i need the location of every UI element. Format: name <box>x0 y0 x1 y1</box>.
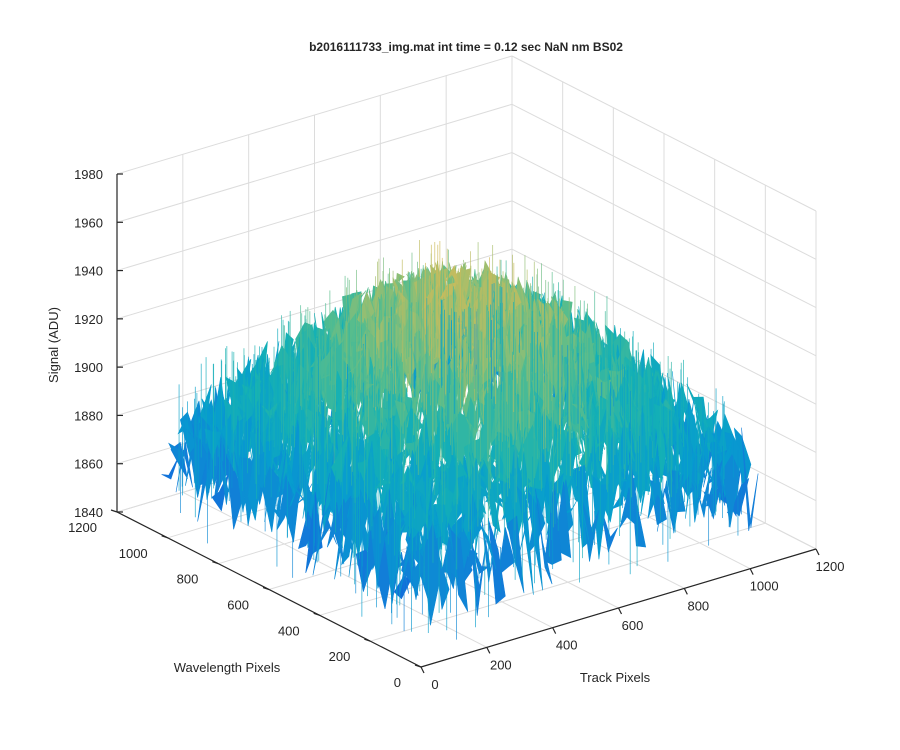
x-axis-label: Track Pixels <box>580 670 651 685</box>
y-tick-label: 200 <box>329 649 351 664</box>
x-tick-label: 400 <box>556 638 578 653</box>
grid-floor-y <box>370 522 766 642</box>
surface-patch <box>715 429 733 498</box>
y-tick-label: 1000 <box>119 546 148 561</box>
grid-sidewall-z <box>511 152 817 309</box>
chart-title: b2016111733_img.mat int time = 0.12 sec … <box>309 40 623 54</box>
surface-mesh <box>161 240 759 640</box>
surface-patch <box>276 475 294 531</box>
surface-patch <box>312 473 330 576</box>
surface-patch <box>450 529 469 612</box>
surface-patch <box>291 483 309 506</box>
y-tick-mark <box>262 586 270 591</box>
x-tick-label: 0 <box>431 677 438 692</box>
surface-patch <box>432 521 450 610</box>
surface-patch <box>391 551 409 602</box>
z-tick-label: 1900 <box>74 360 103 375</box>
grid-backwall-z <box>116 152 513 272</box>
x-tick-label: 1200 <box>816 559 845 574</box>
surface-patch <box>535 489 553 585</box>
surface-patch <box>722 454 740 528</box>
grid-sidewall-z <box>511 55 817 212</box>
x-tick-label: 600 <box>622 618 644 633</box>
surface-patch <box>507 515 525 594</box>
y-tick-label: 1200 <box>68 520 97 535</box>
grid-backwall-z <box>116 200 513 320</box>
grid-backwall-z <box>116 103 513 223</box>
y-tick-label: 0 <box>394 675 401 690</box>
surface-patch <box>656 480 675 532</box>
grid-backwall-z <box>116 55 513 175</box>
y-axis-label: Wavelength Pixels <box>174 660 281 675</box>
y-tick-label: 600 <box>227 598 249 613</box>
y-tick-label: 400 <box>278 623 300 638</box>
x-tick-mark <box>749 568 754 575</box>
y-tick-mark <box>212 561 219 565</box>
surface-patch <box>602 434 621 523</box>
x-tick-mark <box>552 627 557 634</box>
z-tick-label: 1920 <box>74 312 103 327</box>
x-tick-mark <box>486 647 491 654</box>
y-tick-mark <box>364 638 371 642</box>
x-tick-label: 200 <box>490 657 512 672</box>
y-tick-mark <box>110 509 118 513</box>
surface-patch <box>492 471 510 486</box>
surface-patch <box>516 486 534 595</box>
grid-sidewall-z <box>511 103 817 260</box>
z-tick-label: 1980 <box>74 167 103 182</box>
y-tick-mark <box>161 535 168 539</box>
y-tick-label: 800 <box>177 572 199 587</box>
surface-patch <box>334 495 352 580</box>
z-tick-label: 1940 <box>74 264 103 279</box>
surface-patch <box>619 487 637 528</box>
surface-patch <box>741 427 759 531</box>
surface-patch <box>283 480 301 543</box>
x-tick-label: 800 <box>687 598 709 613</box>
x-tick-mark <box>683 588 688 595</box>
x-tick-label: 1000 <box>750 579 779 594</box>
x-tick-mark <box>617 607 623 615</box>
y-tick-mark <box>313 612 320 616</box>
y-tick-mark <box>414 664 422 668</box>
grid-sidewall-z <box>511 248 817 405</box>
z-tick-label: 1880 <box>74 408 103 423</box>
grid-sidewall-z <box>511 200 817 357</box>
z-tick-label: 1860 <box>74 457 103 472</box>
surface-patch <box>474 487 492 561</box>
z-axis-label: Signal (ADU) <box>46 307 61 383</box>
x-tick-mark <box>420 666 425 674</box>
z-tick-label: 1840 <box>74 505 103 520</box>
x-tick-mark <box>815 548 820 556</box>
z-tick-label: 1960 <box>74 215 103 230</box>
surface-patch <box>226 456 244 530</box>
surface-patch <box>427 503 445 582</box>
surface-patch <box>647 462 665 519</box>
tick-labels: 0 200 400 600 800 1000 1200 0 200 400 600 800 1000 12… <box>68 167 844 692</box>
surface-patch <box>161 457 179 480</box>
